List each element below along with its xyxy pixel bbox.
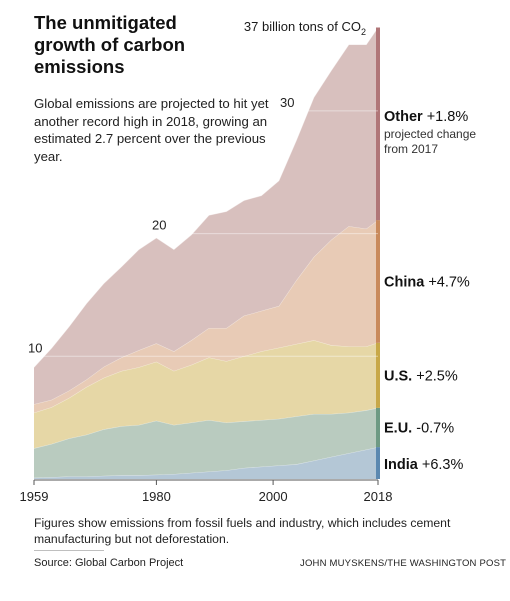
series-label-e-u: E.U. -0.7% [384, 421, 454, 437]
y-axis-top-label: 37 billion tons of CO2 [244, 19, 366, 37]
edge-bar-e-u [376, 407, 380, 448]
y-tick-label: 30 [280, 95, 294, 110]
x-tick-label: 1980 [142, 489, 171, 504]
source-line: Source: Global Carbon Project [34, 557, 184, 569]
series-label-u-s: U.S. +2.5% [384, 368, 458, 384]
y-tick-labels: 10 20 30 [28, 95, 294, 355]
x-tick-label: 2018 [364, 489, 393, 504]
chart-subtitle: Global emissions are projected to hit ye… [34, 96, 269, 164]
x-tick-label: 2000 [259, 489, 288, 504]
x-tick-labels: 1959 1980 2000 2018 [20, 480, 393, 504]
series-note-other: from 2017 [384, 142, 438, 156]
chart-title: The unmitigated growth of carbon emissio… [34, 12, 186, 77]
gridlines [34, 110, 378, 357]
area-e-u [34, 407, 378, 478]
y-tick-label: 20 [152, 218, 166, 233]
edge-bar-china [376, 220, 380, 343]
footnote: Figures show emissions from fossil fuels… [34, 516, 451, 546]
divider [34, 550, 104, 551]
edge-bar-u-s [376, 342, 380, 408]
y-tick-label: 10 [28, 340, 42, 355]
area-other [34, 27, 378, 405]
edge-bar-india [376, 447, 380, 479]
series-label-china: China +4.7% [384, 274, 470, 290]
series-label-india: India +6.3% [384, 457, 463, 473]
area-china [34, 220, 378, 413]
area-india [34, 447, 378, 479]
stacked-areas [33, 27, 380, 479]
credit-line: JOHN MUYSKENS/THE WASHINGTON POST [300, 558, 507, 569]
series-label-other: Other +1.8% [384, 109, 468, 125]
area-u-s [34, 340, 378, 449]
edge-bar-other [376, 27, 380, 221]
area-edge-other [33, 27, 379, 368]
series-labels: India +6.3% E.U. -0.7% U.S. +2.5% China +4.… [384, 109, 476, 473]
series-note-other: projected change [384, 127, 476, 141]
x-tick-label: 1959 [20, 489, 49, 504]
